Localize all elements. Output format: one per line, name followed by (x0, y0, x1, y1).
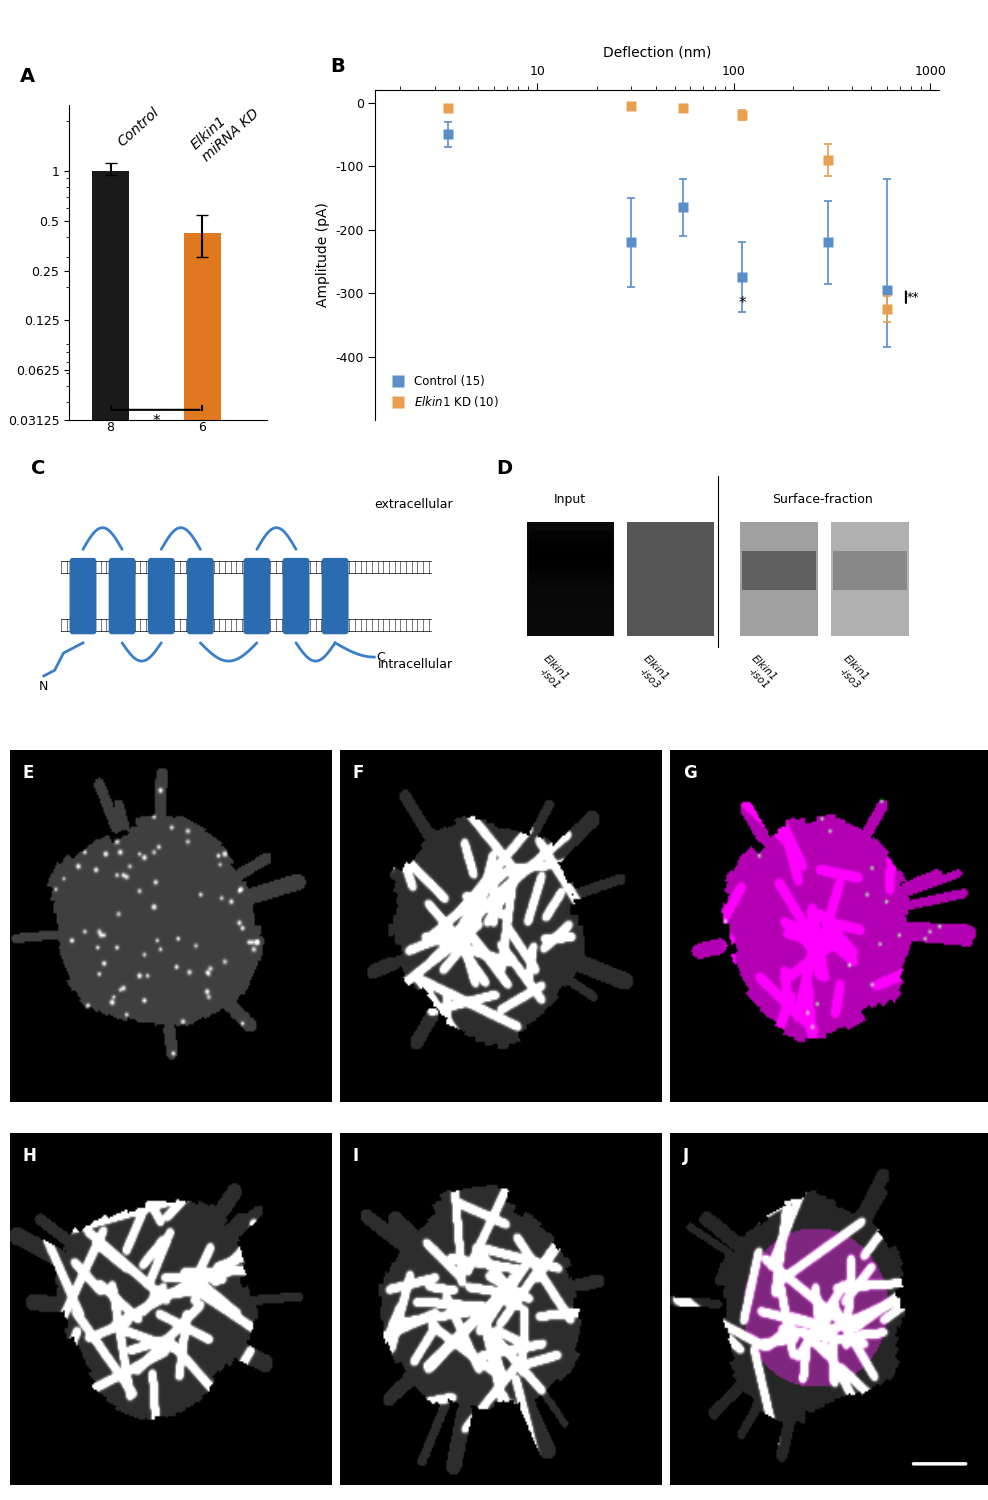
Y-axis label: Amplitude (pA): Amplitude (pA) (316, 202, 330, 308)
FancyBboxPatch shape (322, 558, 349, 634)
Text: 6: 6 (199, 420, 206, 434)
Text: Surface-fraction: Surface-fraction (772, 492, 872, 506)
FancyBboxPatch shape (187, 558, 213, 634)
Text: *: * (738, 297, 746, 312)
Text: F: F (353, 764, 365, 782)
Text: Control: Control (116, 105, 162, 150)
Text: N: N (39, 681, 47, 693)
X-axis label: Deflection (nm): Deflection (nm) (603, 46, 711, 60)
Bar (742, 550, 816, 591)
Text: Elkin1
-iso1: Elkin1 -iso1 (741, 652, 779, 690)
FancyBboxPatch shape (283, 558, 309, 634)
Bar (527, 522, 614, 636)
Text: J: J (683, 1146, 689, 1164)
Text: Elkin1
-iso3: Elkin1 -iso3 (833, 652, 870, 690)
FancyBboxPatch shape (109, 558, 135, 634)
Text: Elkin1
-iso1: Elkin1 -iso1 (533, 652, 570, 690)
Text: A: A (20, 68, 35, 86)
Text: extracellular: extracellular (373, 498, 453, 512)
Text: E: E (23, 764, 35, 782)
Text: Input: Input (554, 492, 586, 506)
Text: Elkin1
miRNA KD: Elkin1 miRNA KD (189, 94, 262, 164)
Y-axis label: Fold change in
expression (2$^{-\Delta\Delta C_t}$): Fold change in expression (2$^{-\Delta\D… (0, 196, 5, 328)
Text: Elkin1
-iso3: Elkin1 -iso3 (632, 652, 670, 690)
Text: I: I (353, 1146, 359, 1164)
Text: H: H (23, 1146, 37, 1164)
FancyBboxPatch shape (243, 558, 271, 634)
Text: C: C (376, 651, 385, 663)
Bar (92, 171, 128, 1500)
Text: G: G (683, 764, 697, 782)
Text: C: C (31, 459, 45, 478)
Text: D: D (496, 459, 513, 478)
Text: **: ** (907, 291, 920, 304)
Bar (184, 232, 220, 1500)
Bar (740, 522, 818, 636)
Text: intracellular: intracellular (377, 658, 453, 670)
FancyBboxPatch shape (69, 558, 97, 634)
Text: B: B (330, 57, 345, 76)
Text: *: * (153, 414, 160, 429)
FancyBboxPatch shape (148, 558, 175, 634)
Bar (626, 522, 713, 636)
Bar (833, 550, 907, 591)
Text: 8: 8 (107, 420, 115, 434)
Legend: Control (15), $Elkin1$ KD (10): Control (15), $Elkin1$ KD (10) (381, 370, 504, 414)
Bar (831, 522, 909, 636)
